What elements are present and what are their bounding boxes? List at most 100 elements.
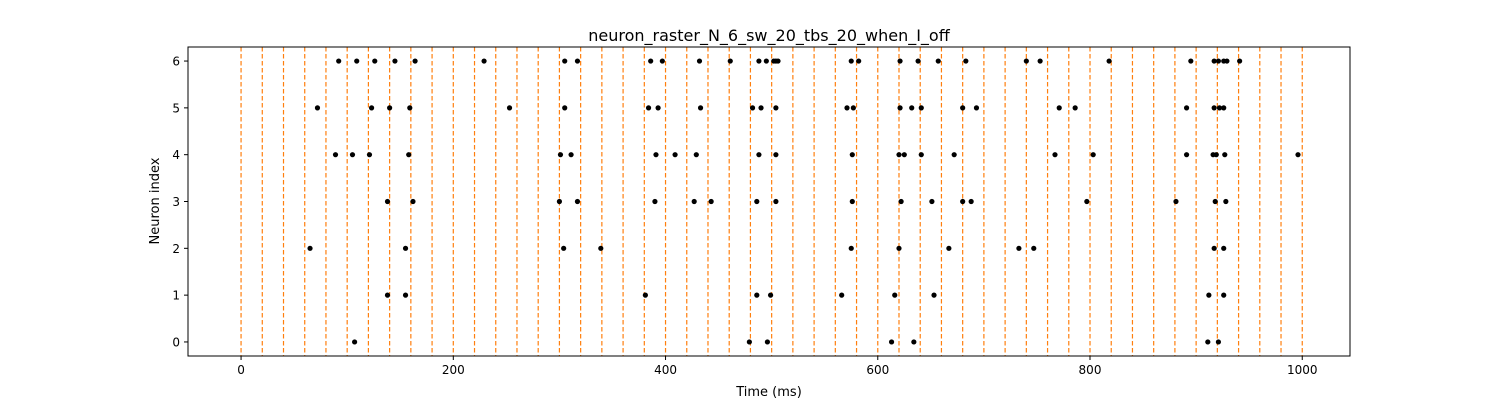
spike-n6-4 [412, 58, 418, 64]
spike-n3-7 [754, 198, 760, 205]
spike-n4-12 [896, 152, 902, 158]
spike-n3-5 [691, 198, 697, 205]
spike-n6-0 [336, 58, 342, 64]
spike-n4-13 [901, 152, 907, 158]
spike-n5-1 [368, 105, 375, 111]
spike-n1-7 [931, 292, 937, 298]
spike-n2-1 [402, 245, 409, 251]
spike-n3-0 [384, 198, 391, 205]
spike-n3-17 [1223, 198, 1229, 205]
spike-n5-13 [850, 105, 856, 111]
spike-n4-17 [1090, 152, 1096, 158]
spike-n3-2 [556, 198, 563, 205]
y-tick-label-6: 6 [172, 55, 180, 69]
spike-n6-5 [481, 58, 487, 64]
spike-n0-4 [911, 339, 917, 345]
spike-n4-2 [366, 152, 373, 158]
y-tick-label-0: 0 [172, 335, 180, 349]
spike-n0-0 [352, 339, 358, 345]
spike-n6-12 [756, 58, 762, 64]
spike-n5-16 [918, 105, 924, 111]
spike-n4-9 [756, 152, 762, 158]
spike-n6-8 [648, 58, 654, 64]
spike-n5-14 [897, 105, 903, 111]
y-tick-label-4: 4 [172, 148, 180, 162]
spike-n1-8 [1206, 292, 1212, 298]
spike-n6-28 [1215, 58, 1222, 64]
spike-n5-5 [562, 105, 568, 111]
spike-n4-6 [653, 152, 659, 158]
spike-n2-7 [1016, 245, 1022, 251]
x-axis-label: Time (ms) [735, 385, 802, 400]
spike-n5-6 [645, 105, 652, 111]
spike-n2-0 [307, 245, 313, 251]
spike-n6-11 [727, 58, 733, 64]
spike-n0-1 [746, 339, 752, 345]
spike-n6-18 [856, 58, 862, 64]
spike-n5-20 [1072, 105, 1078, 111]
y-tick-label-3: 3 [172, 195, 180, 209]
spike-n1-6 [892, 292, 898, 298]
spike-n5-7 [655, 105, 661, 111]
spike-n5-17 [960, 105, 966, 111]
spike-n6-23 [1023, 58, 1029, 64]
spike-n4-16 [1052, 152, 1058, 158]
y-axis-label: Neuron index [148, 157, 163, 244]
y-tick-label-1: 1 [172, 289, 180, 303]
x-tick-label-400: 400 [654, 363, 677, 377]
spike-n6-16 [775, 58, 781, 64]
spike-n2-2 [561, 245, 567, 251]
spike-n0-3 [888, 339, 895, 345]
chart-title: neuron_raster_N_6_sw_20_tbs_20_when_I_of… [588, 26, 950, 46]
spike-n3-6 [708, 198, 714, 205]
spike-n5-21 [1183, 105, 1190, 111]
spike-n4-14 [918, 152, 924, 158]
spike-n6-10 [696, 58, 703, 64]
spike-n3-3 [574, 198, 581, 205]
spike-n6-24 [1037, 58, 1043, 64]
x-axis-ticks: 0 200 400 600 800 1000 [237, 356, 1318, 377]
spike-n0-2 [764, 339, 771, 345]
spike-n5-23 [1216, 105, 1223, 111]
spike-n6-2 [372, 58, 378, 64]
x-tick-label-1000: 1000 [1287, 363, 1318, 377]
spike-n4-18 [1183, 152, 1190, 158]
y-axis-ticks: 0 1 2 3 4 5 6 [172, 55, 188, 349]
spike-n5-19 [1056, 105, 1062, 111]
y-tick-label-2: 2 [172, 242, 180, 256]
spike-n6-13 [763, 58, 769, 64]
x-tick-label-0: 0 [237, 363, 245, 377]
spike-n3-15 [1173, 198, 1179, 205]
spike-n4-20 [1213, 152, 1219, 158]
spike-n2-8 [1031, 245, 1037, 251]
x-tick-label-800: 800 [1079, 363, 1102, 377]
spike-n6-6 [562, 58, 568, 64]
spike-n4-4 [557, 152, 564, 158]
spike-n4-7 [672, 152, 678, 158]
spike-n1-4 [767, 292, 774, 298]
spike-n3-10 [898, 198, 904, 205]
x-tick-label-200: 200 [442, 363, 465, 377]
spike-n0-6 [1215, 339, 1222, 345]
spike-n6-9 [659, 58, 665, 64]
spike-n6-30 [1224, 58, 1230, 64]
spike-n1-1 [402, 292, 409, 298]
spike-n4-10 [773, 152, 779, 158]
spike-n3-13 [968, 198, 974, 205]
spike-n2-10 [1221, 245, 1227, 251]
spike-n6-21 [935, 58, 941, 64]
spike-n4-8 [693, 152, 699, 158]
spike-n5-12 [844, 105, 850, 111]
x-tick-label-600: 600 [866, 363, 889, 377]
spike-n2-3 [598, 245, 604, 251]
spike-n6-3 [392, 58, 398, 64]
spike-n5-9 [749, 105, 756, 111]
spike-n4-1 [349, 152, 356, 158]
spike-n1-3 [754, 292, 760, 298]
spike-n4-5 [568, 152, 574, 158]
spike-n6-27 [1211, 58, 1217, 64]
spike-n5-11 [773, 105, 779, 111]
spike-n6-7 [574, 58, 581, 64]
spike-n1-5 [839, 292, 845, 298]
